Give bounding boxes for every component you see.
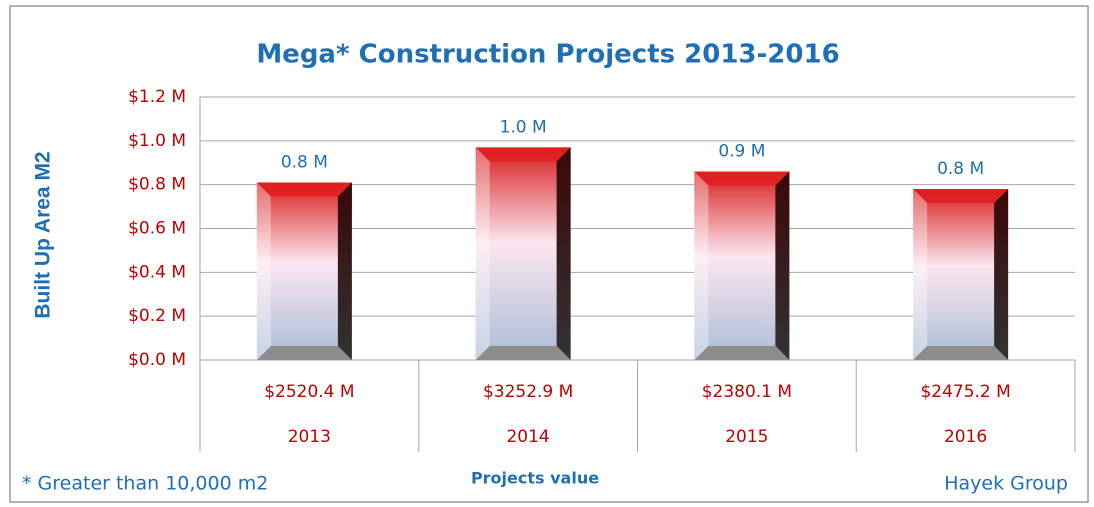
source: Hayek Group xyxy=(944,473,1068,495)
bar-left xyxy=(913,189,928,360)
y-axis-label: Built Up Area M2 xyxy=(32,151,55,318)
bar-side xyxy=(994,189,1009,360)
y-tick-label: $0.0 M xyxy=(128,350,186,370)
footnote: * Greater than 10,000 m2 xyxy=(22,473,268,495)
bar xyxy=(475,147,571,360)
x-tick-label: 2014 xyxy=(506,427,549,447)
bar xyxy=(913,189,1009,360)
chart-title: Mega* Construction Projects 2013-2016 xyxy=(256,40,839,70)
x-tick-label: 2013 xyxy=(288,427,331,447)
y-tick-label: $1.2 M xyxy=(128,87,186,107)
bar-left xyxy=(475,147,490,360)
bar-side xyxy=(337,182,352,360)
bar xyxy=(694,171,790,360)
bar-bottom xyxy=(475,346,571,360)
y-tick-label: $1.0 M xyxy=(128,131,186,151)
bar-left xyxy=(256,182,271,360)
bar-left xyxy=(694,171,709,360)
value-label: 0.9 M xyxy=(718,142,765,162)
bar-top xyxy=(475,147,571,162)
bar-bottom xyxy=(256,346,352,360)
x-axis-label: Projects value xyxy=(471,469,599,488)
bar xyxy=(256,182,352,360)
y-tick-label: $0.6 M xyxy=(128,219,186,239)
project-value-label: $2380.1 M xyxy=(702,382,792,402)
project-value-label: $2475.2 M xyxy=(920,382,1010,402)
y-tick-label: $0.4 M xyxy=(128,262,186,282)
bar-bottom xyxy=(694,346,790,360)
y-tick-label: $0.2 M xyxy=(128,306,186,326)
project-value-label: $2520.4 M xyxy=(264,382,354,402)
bar-top xyxy=(913,189,1009,204)
bar-top xyxy=(694,171,790,186)
x-tick-label: 2015 xyxy=(725,427,768,447)
bar-bottom xyxy=(913,346,1009,360)
y-tick-label: $0.8 M xyxy=(128,175,186,195)
value-label: 1.0 M xyxy=(500,117,547,137)
project-value-label: $3252.9 M xyxy=(483,382,573,402)
value-label: 0.8 M xyxy=(281,152,328,172)
value-label: 0.8 M xyxy=(937,159,984,179)
bar-side xyxy=(775,171,790,360)
bar-side xyxy=(556,147,571,360)
x-tick-label: 2016 xyxy=(944,427,987,447)
bar-top xyxy=(256,182,352,197)
